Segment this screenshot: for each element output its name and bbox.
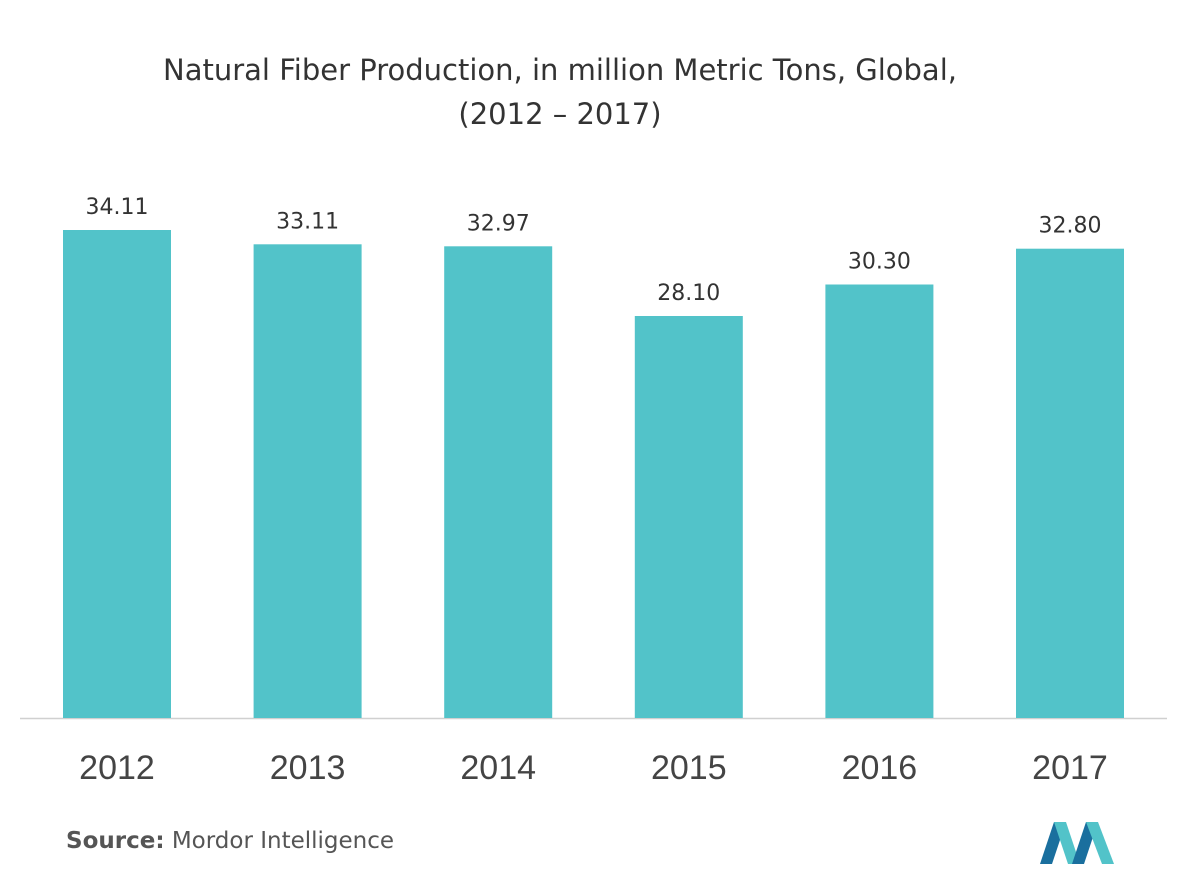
source-label: Source: <box>66 828 165 854</box>
x-tick-label-2015: 2015 <box>651 749 727 787</box>
bar-2014 <box>444 246 553 719</box>
data-label-2015: 28.10 <box>657 281 720 306</box>
chart-title-block: Natural Fiber Production, in million Met… <box>0 48 1120 136</box>
bar-2015 <box>634 316 743 718</box>
data-label-2017: 32.80 <box>1039 214 1102 239</box>
data-label-2014: 32.97 <box>467 211 530 236</box>
chart-subtitle: (2012 – 2017) <box>458 97 662 131</box>
data-label-2012: 34.11 <box>86 195 149 220</box>
data-label-2013: 33.11 <box>276 209 339 234</box>
bar-2016 <box>825 284 934 718</box>
bar-2012 <box>63 230 171 718</box>
chart-title: Natural Fiber Production, in million Met… <box>163 53 957 87</box>
bar-2017 <box>1016 248 1124 718</box>
logo-stroke-4 <box>1086 822 1114 864</box>
source-note: Source: Mordor Intelligence <box>66 828 394 854</box>
source-text: Mordor Intelligence <box>171 828 395 854</box>
mordor-intelligence-logo-icon <box>1040 822 1114 864</box>
logo-stroke-2 <box>1054 822 1080 864</box>
data-label-2016: 30.30 <box>848 250 911 275</box>
x-tick-label-2012: 2012 <box>79 749 155 787</box>
bar-2013 <box>253 244 362 719</box>
x-tick-label-2017: 2017 <box>1032 749 1108 787</box>
x-tick-label-2013: 2013 <box>270 749 346 787</box>
x-tick-label-2014: 2014 <box>460 749 536 787</box>
x-tick-label-2016: 2016 <box>842 749 918 787</box>
